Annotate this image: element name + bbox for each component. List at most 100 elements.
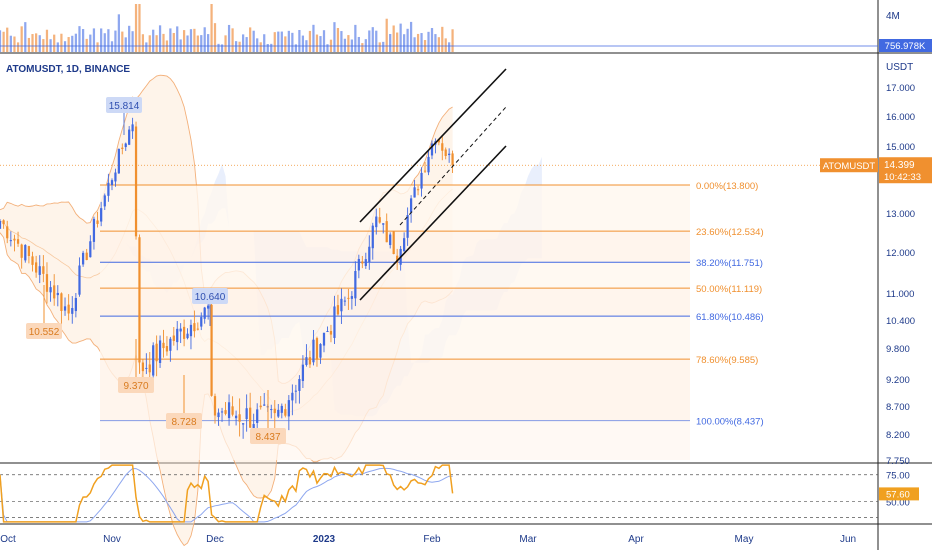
volume-bar: [203, 27, 206, 52]
candle-body: [375, 216, 378, 228]
price-axis-tick: 8.200: [886, 430, 910, 441]
volume-bar: [220, 44, 224, 52]
volume-bar: [155, 35, 158, 52]
candle-body: [312, 339, 315, 363]
candle-body: [128, 129, 131, 145]
annotation-label: 15.814: [109, 101, 140, 112]
volume-bar: [117, 14, 120, 52]
candle-body: [382, 223, 385, 225]
volume-bar: [85, 38, 88, 52]
volume-bar: [403, 34, 406, 52]
price-axis-tick: 9.200: [886, 375, 910, 386]
volume-bar: [361, 43, 364, 52]
candle-body: [38, 266, 41, 275]
volume-bar: [312, 24, 315, 52]
candle-body: [277, 409, 280, 417]
volume-bar: [217, 43, 220, 52]
volume-bar: [89, 34, 92, 52]
candle-body: [9, 240, 12, 242]
rsi-ma-line: [0, 467, 453, 523]
volume-bar: [291, 32, 294, 52]
candle-body: [155, 343, 158, 362]
volume-bar: [259, 42, 262, 52]
candle-body: [207, 305, 210, 309]
candle-body: [203, 307, 206, 319]
candle-body: [121, 147, 124, 149]
volume-bar: [124, 37, 127, 52]
volume-bar: [340, 31, 343, 52]
volume-bar: [110, 41, 114, 52]
volume-bar: [399, 23, 402, 52]
volume-bar: [169, 28, 172, 52]
volume-bar: [413, 37, 416, 52]
volume-bar: [434, 34, 437, 52]
current-price-value: 14.399: [884, 160, 915, 171]
candle-body: [354, 271, 357, 299]
candle-body: [35, 262, 38, 273]
volume-bar: [270, 43, 273, 52]
volume-bar: [354, 24, 357, 52]
channel-lower-line[interactable]: [359, 145, 507, 301]
time-axis-tick: Oct: [0, 534, 16, 545]
rsi-line: [0, 464, 454, 523]
volume-bar: [231, 28, 234, 52]
candle-body: [158, 340, 162, 363]
volume-bar: [308, 30, 312, 52]
volume-bar: [2, 31, 5, 52]
volume-bar: [284, 36, 287, 52]
candle-body: [430, 143, 434, 156]
volume-bar: [60, 33, 63, 52]
candle-body: [224, 410, 227, 414]
candle-body: [42, 266, 45, 274]
volume-bar: [67, 37, 70, 52]
volume-bar: [364, 39, 367, 52]
volume-bar: [277, 31, 280, 52]
volume-bar: [200, 35, 203, 52]
volume-bar: [0, 30, 2, 52]
volume-bar: [35, 33, 38, 52]
candle-body: [437, 139, 440, 143]
volume-bar: [441, 26, 444, 52]
candle-body: [210, 304, 213, 396]
candle-body: [141, 362, 145, 372]
candle-body: [189, 324, 193, 337]
candle-body: [441, 143, 444, 151]
volume-bar: [389, 34, 392, 52]
candle-body: [169, 338, 172, 351]
price-axis-tick: 12.000: [886, 248, 915, 259]
volume-bar: [141, 34, 145, 52]
volume-bar: [406, 28, 409, 52]
candle-body: [89, 241, 92, 258]
symbol-price-tag[interactable]: [820, 158, 878, 173]
rsi-tick: 75.00: [886, 471, 910, 482]
channel-upper-line[interactable]: [359, 68, 507, 223]
candle-body: [389, 234, 392, 246]
time-axis-tick: Mar: [519, 534, 537, 545]
volume-bar: [263, 34, 266, 52]
fib-level-label: 0.00%(13.800): [696, 181, 758, 192]
volume-bar: [134, 4, 138, 52]
volume-bar: [100, 28, 103, 52]
candle-body: [249, 407, 252, 428]
candle-body: [176, 328, 179, 343]
volume-bar: [357, 36, 360, 52]
candle-body: [392, 231, 395, 255]
fib-zone: [100, 288, 690, 317]
annotation-label: 8.437: [255, 432, 280, 443]
candle-body: [213, 396, 217, 416]
volume-bar: [158, 25, 162, 52]
volume-bar: [71, 35, 74, 52]
volume-bar: [238, 41, 241, 52]
time-axis-tick: Nov: [103, 534, 121, 545]
candle-body: [252, 424, 255, 430]
volume-bar: [128, 25, 131, 52]
candle-body: [165, 346, 169, 352]
volume-bar: [207, 34, 210, 52]
candle-body: [238, 414, 241, 422]
volume-bar: [409, 21, 413, 52]
candle-body: [196, 328, 199, 330]
channel-mid-line[interactable]: [399, 106, 507, 226]
volume-bar: [266, 44, 269, 52]
